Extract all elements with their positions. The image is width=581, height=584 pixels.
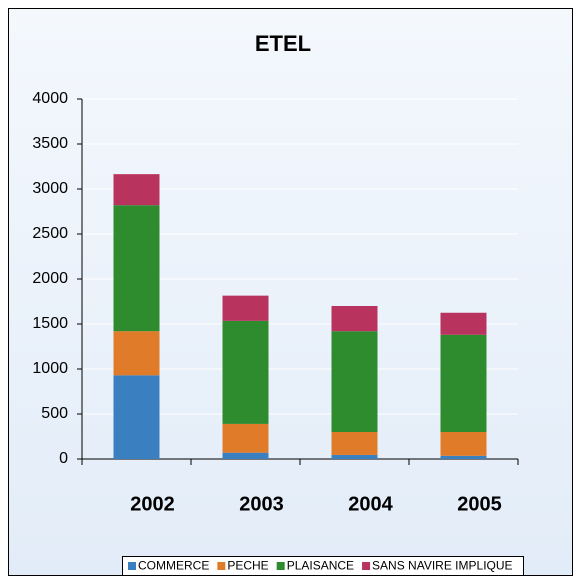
bar-segment bbox=[113, 375, 160, 459]
legend-label: COMMERCE bbox=[138, 559, 209, 573]
y-tick-label: 2500 bbox=[32, 225, 68, 242]
bar-segment bbox=[113, 174, 160, 206]
legend-swatch bbox=[362, 562, 371, 570]
bar-segment bbox=[440, 334, 487, 432]
bar-segment bbox=[331, 331, 378, 432]
legend-swatch bbox=[217, 562, 226, 570]
y-tick-label: 2000 bbox=[32, 270, 68, 287]
bar-segment bbox=[331, 432, 378, 455]
bar-segment bbox=[222, 320, 269, 424]
bar-segment bbox=[222, 295, 269, 321]
y-tick-label: 500 bbox=[41, 405, 68, 422]
y-tick-label: 0 bbox=[59, 450, 68, 467]
x-tick-label: 2005 bbox=[457, 493, 502, 515]
x-tick-label: 2004 bbox=[348, 493, 393, 515]
x-tick-label: 2003 bbox=[239, 493, 284, 515]
y-tick-label: 3500 bbox=[32, 135, 68, 152]
bar-segment bbox=[113, 331, 160, 376]
y-tick-label: 1000 bbox=[32, 360, 68, 377]
bar-segment bbox=[440, 432, 487, 456]
bar-segment bbox=[331, 306, 378, 332]
y-tick-label: 3000 bbox=[32, 180, 68, 197]
bar-segment bbox=[222, 452, 269, 459]
y-tick-label: 4000 bbox=[32, 90, 68, 107]
legend-label: PLAISANCE bbox=[287, 559, 354, 573]
bar-segment bbox=[440, 312, 487, 335]
bar-segment bbox=[113, 205, 160, 332]
chart-frame bbox=[8, 8, 573, 576]
legend-swatch bbox=[276, 562, 285, 570]
bar-segment bbox=[222, 423, 269, 453]
legend-swatch bbox=[128, 562, 136, 570]
legend-label: SANS NAVIRE IMPLIQUE bbox=[372, 559, 512, 573]
y-tick-label: 1500 bbox=[32, 315, 68, 332]
bar-segment bbox=[440, 455, 487, 459]
x-tick-label: 2002 bbox=[130, 493, 175, 515]
chart-title: ETEL bbox=[255, 31, 311, 56]
legend-box bbox=[122, 556, 524, 576]
bar-segment bbox=[331, 454, 378, 459]
legend-label: PECHE bbox=[227, 559, 268, 573]
